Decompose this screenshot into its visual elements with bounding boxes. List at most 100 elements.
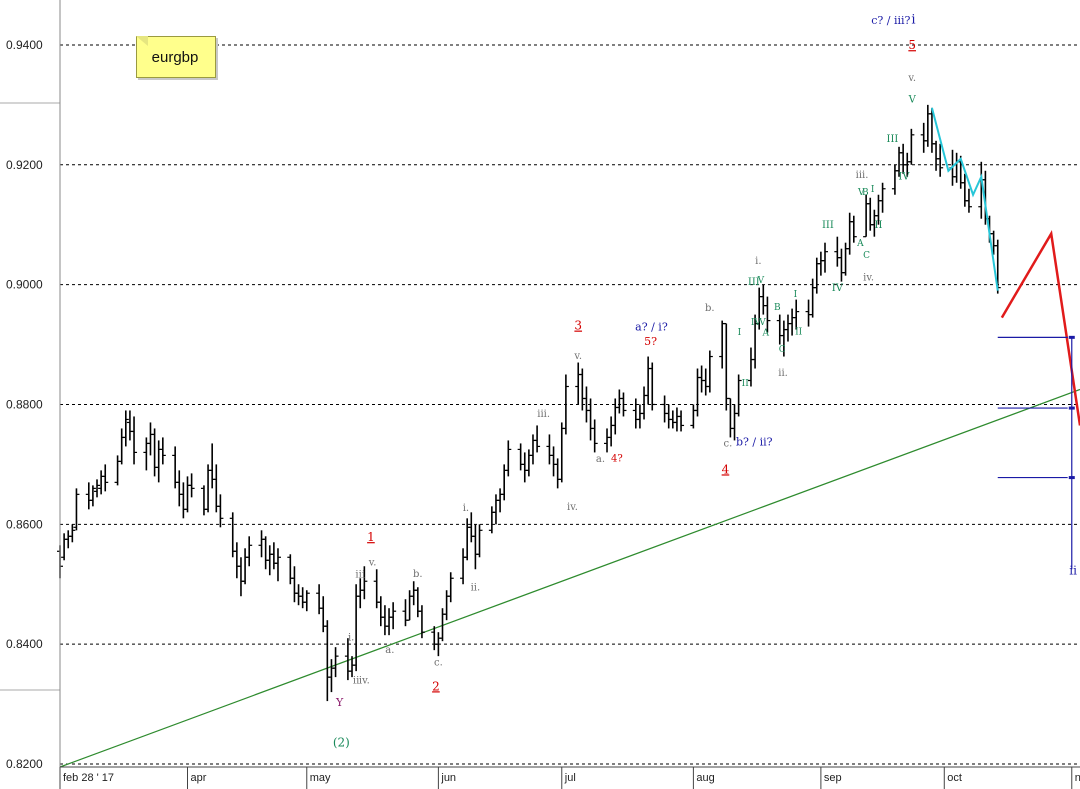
ohlc-bar xyxy=(735,374,742,417)
wave-label: c. xyxy=(724,438,733,449)
ohlc-bar xyxy=(937,143,944,177)
ohlc-bar xyxy=(390,602,397,630)
wave-label: c. xyxy=(434,658,443,669)
wave-label: II xyxy=(875,220,883,231)
wave-label: IV xyxy=(751,318,762,328)
ohlc-bar xyxy=(418,605,425,639)
x-tick-label: may xyxy=(310,772,331,784)
recent-decline-line xyxy=(930,107,999,291)
ohlc-bar xyxy=(591,419,598,453)
ohlc-bar xyxy=(706,350,713,393)
ohlc-bar xyxy=(908,128,915,165)
wave-label: iv. xyxy=(567,502,578,513)
ohlc-bar xyxy=(850,215,857,243)
trendline-layer xyxy=(59,388,1080,768)
ohlc-bar xyxy=(303,590,310,612)
ohlc-bar xyxy=(131,416,138,465)
wave-label: iv. xyxy=(863,272,874,283)
projection-path xyxy=(1000,230,1080,426)
ohlc-bar xyxy=(965,188,972,213)
support-trendline xyxy=(59,388,1080,768)
ohlc-bar xyxy=(620,392,627,417)
overlay-lines xyxy=(930,107,1080,426)
wave-label: v. xyxy=(907,73,916,84)
wave-label: 3 xyxy=(574,319,582,333)
ohlc-bar xyxy=(649,362,656,411)
wave-label: IV xyxy=(898,172,910,183)
x-tick-label: sep xyxy=(824,772,842,784)
wave-label: i. xyxy=(348,632,354,643)
wave-label: C xyxy=(779,345,786,355)
ohlc-bar xyxy=(822,242,828,273)
x-tick-label: feb 28 ' 17 xyxy=(63,772,114,784)
wave-label: ii. xyxy=(778,368,788,379)
wave-label: a? / i? xyxy=(635,320,668,333)
ohlc-bar xyxy=(217,494,224,528)
grid-lines xyxy=(60,44,1080,765)
wave-label: Y xyxy=(335,696,344,709)
wave-label: 4? xyxy=(611,453,623,464)
ohlc-bar xyxy=(505,440,512,477)
ohlc-bar xyxy=(94,479,101,498)
ohlc-bar xyxy=(793,299,800,330)
wave-label: A xyxy=(762,329,770,339)
y-tick-label: 0.9200 xyxy=(6,158,43,172)
fib-axis-label: ii xyxy=(1069,563,1077,577)
y-tick-label: 0.9000 xyxy=(6,278,43,292)
ohlc-bar xyxy=(159,437,166,465)
wave-label: i. xyxy=(463,503,469,514)
wave-label: I xyxy=(738,328,742,338)
sticky-note-fold xyxy=(136,36,148,46)
wave-label: V xyxy=(758,318,766,328)
wave-label: 2 xyxy=(432,679,440,693)
fib-level-marker xyxy=(1068,476,1075,480)
price-bars xyxy=(57,104,1001,702)
x-tick-label: jun xyxy=(440,772,456,784)
y-tick-label: 0.8400 xyxy=(6,637,43,651)
wave-label: III xyxy=(887,134,899,145)
ohlc-bar xyxy=(102,464,109,492)
symbol-note[interactable]: eurgbp xyxy=(136,36,216,78)
wave-label: I xyxy=(794,290,798,300)
wave-label: 5 xyxy=(908,38,916,52)
wave-label: iii xyxy=(355,570,365,581)
wave-label: V xyxy=(908,94,917,105)
fib-level-marker xyxy=(1068,406,1075,410)
wave-label: 1 xyxy=(367,530,375,544)
sticky-note-paper xyxy=(136,36,216,78)
wave-label: i. xyxy=(755,256,761,267)
wave-label: III xyxy=(822,220,834,231)
wave-label: b. xyxy=(413,569,423,580)
ohlc-bar xyxy=(678,410,685,432)
wave-label: b. xyxy=(705,303,715,314)
ohlc-bar xyxy=(69,524,76,543)
ohlc-bar xyxy=(73,488,80,531)
wave-label: ii xyxy=(353,676,359,687)
wave-label: I xyxy=(871,185,875,195)
fib-level-marker xyxy=(1068,335,1075,339)
wave-label: a. xyxy=(385,645,394,656)
wave-label: B xyxy=(862,188,869,198)
x-tick-label: no xyxy=(1075,772,1080,784)
wave-label: 5? xyxy=(644,335,657,348)
y-tick-label: 0.8800 xyxy=(6,397,43,411)
ohlc-bar xyxy=(89,485,96,507)
wave-label: ii. xyxy=(471,583,481,594)
x-tick-label: oct xyxy=(947,772,962,784)
wave-label: A xyxy=(856,239,864,249)
ohlc-bar xyxy=(562,374,569,435)
wave-label: B xyxy=(774,303,781,313)
ohlc-bar xyxy=(447,572,454,603)
ohlc-bar xyxy=(188,473,195,498)
ohlc-bar xyxy=(274,548,281,582)
wave-label: iv. xyxy=(359,676,370,687)
ohlc-bar xyxy=(534,425,541,453)
x-tick-label: apr xyxy=(191,772,207,784)
wave-label: v. xyxy=(573,351,582,362)
wave-label: V xyxy=(857,188,865,198)
wave-label: V xyxy=(757,276,765,286)
wave-label: IV xyxy=(832,283,844,294)
